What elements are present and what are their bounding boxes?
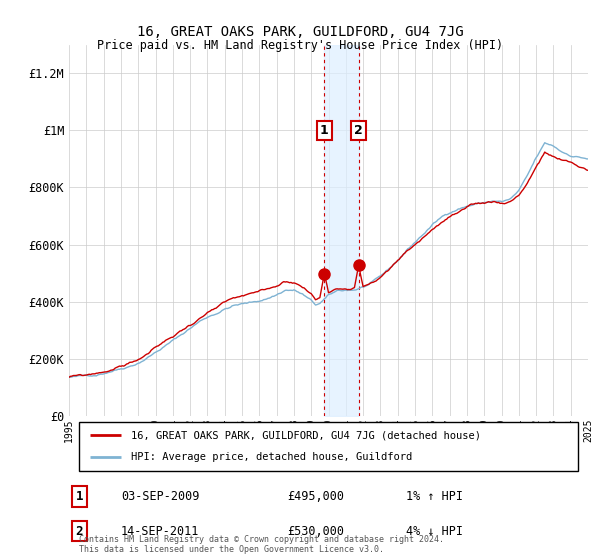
Text: 16, GREAT OAKS PARK, GUILDFORD, GU4 7JG: 16, GREAT OAKS PARK, GUILDFORD, GU4 7JG [137, 25, 463, 39]
FancyBboxPatch shape [79, 422, 578, 470]
Text: 2: 2 [76, 525, 83, 538]
Text: 4% ↓ HPI: 4% ↓ HPI [406, 525, 463, 538]
Text: £495,000: £495,000 [287, 490, 344, 503]
Text: Price paid vs. HM Land Registry's House Price Index (HPI): Price paid vs. HM Land Registry's House … [97, 39, 503, 52]
Text: 14-SEP-2011: 14-SEP-2011 [121, 525, 199, 538]
Text: 1: 1 [76, 490, 83, 503]
Text: 2: 2 [355, 124, 363, 137]
Text: 16, GREAT OAKS PARK, GUILDFORD, GU4 7JG (detached house): 16, GREAT OAKS PARK, GUILDFORD, GU4 7JG … [131, 430, 481, 440]
Text: 1: 1 [320, 124, 329, 137]
Text: Contains HM Land Registry data © Crown copyright and database right 2024.
This d: Contains HM Land Registry data © Crown c… [79, 535, 445, 554]
Text: 1% ↑ HPI: 1% ↑ HPI [406, 490, 463, 503]
Text: HPI: Average price, detached house, Guildford: HPI: Average price, detached house, Guil… [131, 452, 413, 462]
Text: 03-SEP-2009: 03-SEP-2009 [121, 490, 199, 503]
Text: £530,000: £530,000 [287, 525, 344, 538]
